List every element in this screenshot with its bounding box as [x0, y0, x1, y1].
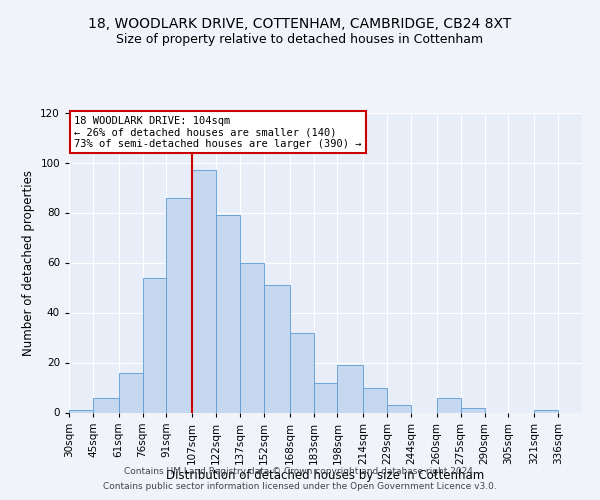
Bar: [264, 285, 290, 412]
Bar: [166, 198, 192, 412]
Bar: [314, 382, 337, 412]
Text: Contains public sector information licensed under the Open Government Licence v3: Contains public sector information licen…: [103, 482, 497, 491]
Bar: [192, 170, 216, 412]
Bar: [93, 398, 119, 412]
Bar: [461, 408, 485, 412]
Bar: [216, 215, 240, 412]
Bar: [337, 365, 363, 412]
Bar: [437, 398, 461, 412]
Bar: [387, 405, 411, 412]
Y-axis label: Number of detached properties: Number of detached properties: [22, 170, 35, 356]
Bar: [69, 410, 93, 412]
Bar: [534, 410, 558, 412]
Bar: [363, 388, 387, 412]
Text: 18 WOODLARK DRIVE: 104sqm
← 26% of detached houses are smaller (140)
73% of semi: 18 WOODLARK DRIVE: 104sqm ← 26% of detac…: [74, 116, 362, 148]
Bar: [119, 372, 143, 412]
Text: 18, WOODLARK DRIVE, COTTENHAM, CAMBRIDGE, CB24 8XT: 18, WOODLARK DRIVE, COTTENHAM, CAMBRIDGE…: [88, 18, 512, 32]
Bar: [143, 278, 166, 412]
Bar: [240, 262, 264, 412]
X-axis label: Distribution of detached houses by size in Cottenham: Distribution of detached houses by size …: [166, 469, 485, 482]
Text: Size of property relative to detached houses in Cottenham: Size of property relative to detached ho…: [116, 32, 484, 46]
Text: Contains HM Land Registry data © Crown copyright and database right 2024.: Contains HM Land Registry data © Crown c…: [124, 467, 476, 476]
Bar: [290, 332, 314, 412]
